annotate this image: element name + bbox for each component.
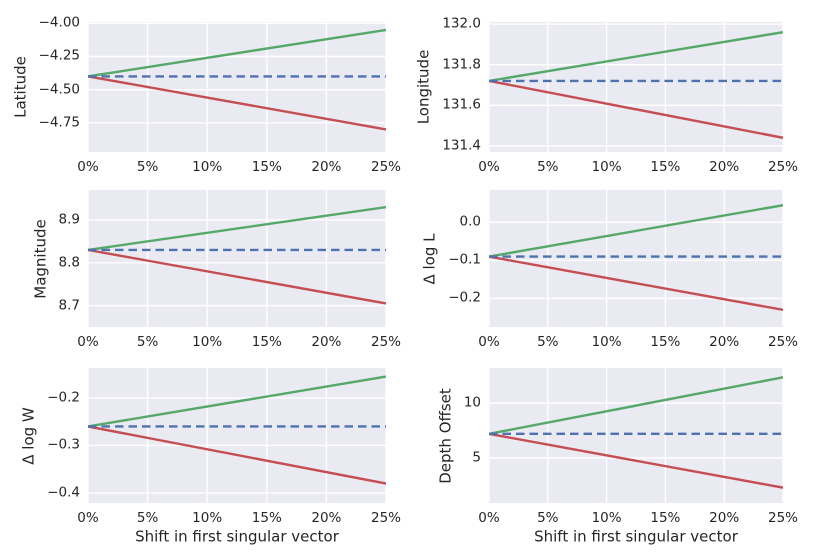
plot-area-latitude (88, 22, 386, 152)
x-axis-label: Shift in first singular vector (534, 527, 738, 546)
y-axis-label-magnitude: Magnitude (31, 218, 50, 299)
x-tick-label: 25% (370, 334, 402, 350)
x-tick-label: 20% (709, 510, 740, 526)
y-tick-label: 10 (463, 394, 481, 411)
x-tick-label: 15% (251, 510, 282, 526)
y-tick-label: −0.1 (448, 251, 481, 268)
x-tick-label: 25% (767, 159, 799, 175)
y-axis-label-delta-log-l: Δ log L (420, 232, 439, 285)
plot-area-delta-log-w (88, 368, 386, 503)
y-tick-label: 131.4 (442, 137, 481, 154)
x-tick-label: 5% (537, 334, 559, 350)
x-tick-label: 0% (478, 159, 500, 175)
x-axis-label: Shift in first singular vector (135, 527, 339, 546)
y-tick-label: −0.2 (448, 289, 481, 306)
x-tick-label: 5% (136, 510, 159, 526)
x-tick-label: 5% (537, 510, 559, 526)
plot-background (489, 190, 783, 327)
series-line-upper-green-solid (489, 376, 783, 436)
x-tick-label: 20% (709, 159, 740, 175)
series-line-lower-red-solid (489, 255, 783, 312)
y-tick-label: −4.25 (38, 47, 80, 64)
series-line-lower-red-solid (489, 432, 783, 489)
x-tick-label: 0% (77, 159, 99, 175)
x-tick-label: 25% (370, 510, 402, 526)
y-tick-label: 131.8 (442, 55, 481, 72)
x-tick-label: 25% (370, 159, 402, 175)
x-tick-label: 10% (192, 334, 223, 350)
x-tick-label: 15% (650, 510, 681, 526)
x-tick-label: 15% (650, 334, 681, 350)
y-tick-label: −4.75 (38, 114, 80, 131)
series-line-upper-green-solid (88, 28, 386, 78)
x-tick-label: 5% (136, 159, 159, 175)
y-tick-label: −4.00 (38, 14, 80, 31)
y-axis-label-latitude: Latitude (11, 56, 30, 118)
y-axis-label-longitude: Longitude (414, 49, 433, 125)
series-line-upper-green-solid (88, 205, 386, 252)
y-tick-label: −0.2 (47, 389, 80, 406)
x-tick-label: 5% (537, 159, 559, 175)
x-tick-label: 20% (311, 159, 342, 175)
series-line-upper-green-solid (489, 204, 783, 258)
series-line-lower-red-solid (88, 248, 386, 305)
y-tick-label: −0.4 (47, 484, 80, 501)
plot-area-longitude (489, 22, 783, 152)
x-tick-label: 25% (767, 334, 799, 350)
plot-area-delta-log-l (489, 190, 783, 327)
series-line-lower-red-solid (489, 79, 783, 139)
y-tick-label: 8.7 (58, 296, 80, 313)
y-tick-label: 8.8 (58, 254, 80, 271)
x-tick-label: 15% (650, 159, 681, 175)
y-tick-label: 8.9 (58, 211, 80, 228)
plot-area-depth-offset (489, 368, 783, 503)
x-tick-label: 0% (77, 334, 99, 350)
x-tick-label: 15% (251, 334, 282, 350)
series-line-lower-red-solid (88, 425, 386, 485)
series-line-lower-red-solid (88, 75, 386, 131)
y-tick-label: 131.6 (442, 96, 481, 113)
x-tick-label: 25% (767, 510, 799, 526)
x-tick-label: 10% (591, 510, 622, 526)
x-tick-label: 20% (311, 510, 342, 526)
plot-background (489, 368, 783, 503)
x-tick-label: 10% (591, 334, 622, 350)
x-tick-label: 0% (478, 334, 500, 350)
y-tick-label: −4.50 (38, 80, 80, 97)
y-tick-label: −0.3 (47, 436, 80, 453)
x-tick-label: 0% (77, 510, 99, 526)
x-tick-label: 20% (311, 334, 342, 350)
series-line-upper-green-solid (88, 375, 386, 428)
x-tick-label: 15% (251, 159, 282, 175)
y-axis-label-depth-offset: Depth Offset (436, 387, 455, 484)
x-tick-label: 10% (192, 159, 223, 175)
x-tick-label: 10% (192, 510, 223, 526)
x-tick-label: 5% (136, 334, 159, 350)
plot-area-magnitude (88, 190, 386, 327)
series-line-upper-green-solid (489, 30, 783, 83)
plot-background (489, 22, 783, 152)
y-tick-label: 0.0 (459, 213, 481, 230)
y-tick-label: 132.0 (442, 15, 481, 32)
y-tick-label: 5 (472, 449, 481, 466)
x-tick-label: 20% (709, 334, 740, 350)
x-tick-label: 10% (591, 159, 622, 175)
x-tick-label: 0% (478, 510, 500, 526)
plot-background (88, 22, 386, 152)
y-axis-label-delta-log-w: Δ log W (19, 406, 38, 465)
